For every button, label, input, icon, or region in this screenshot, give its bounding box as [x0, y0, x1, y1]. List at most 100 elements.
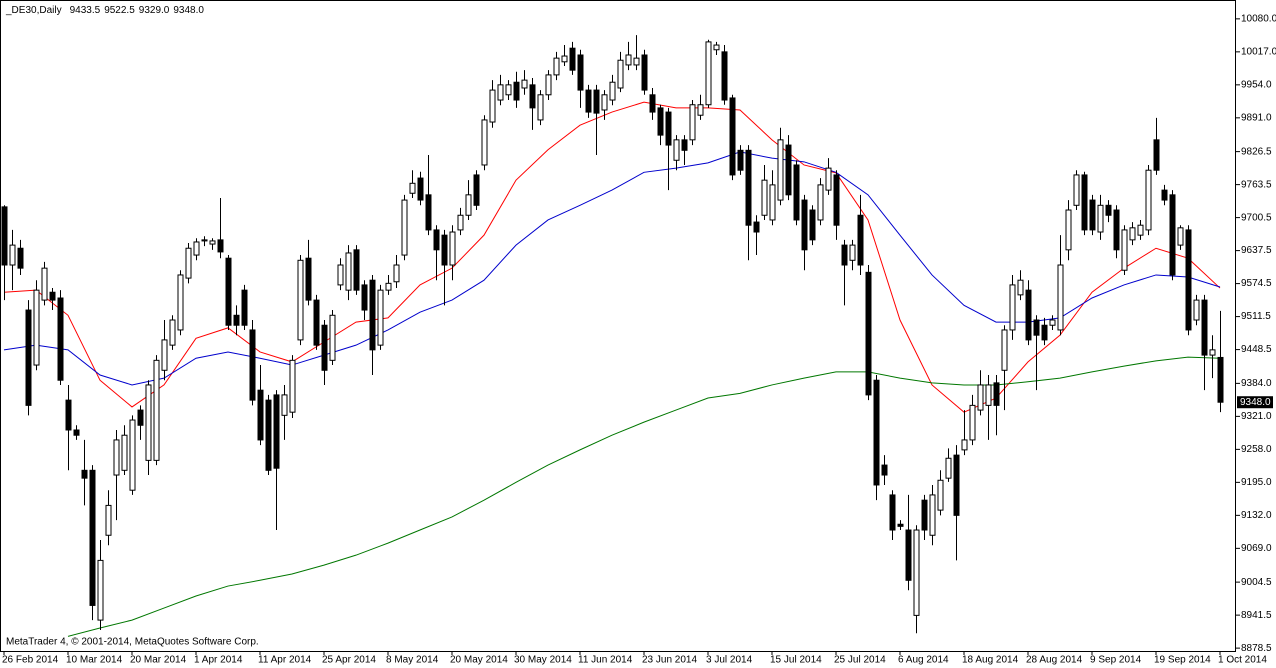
x-tick-label: 11 Jun 2014 — [578, 655, 633, 666]
candle-body — [625, 54, 632, 66]
candle-body — [17, 247, 24, 269]
y-tick-label: 9258.0 — [1241, 444, 1272, 455]
candle-body — [689, 104, 696, 141]
y-tick-label: 9004.5 — [1241, 577, 1272, 588]
x-tick-label: 1 Oct 2014 — [1218, 655, 1267, 666]
x-tick-label: 23 Jun 2014 — [642, 655, 697, 666]
candle-body — [1025, 289, 1032, 341]
x-tick-label: 15 Jul 2014 — [770, 655, 822, 666]
candle-body — [105, 504, 112, 536]
candle-body — [521, 79, 528, 89]
candle-body — [721, 51, 728, 101]
candle-body — [937, 479, 944, 511]
candle-body — [1145, 169, 1152, 231]
candle-body — [153, 359, 160, 461]
moving-average — [3, 151, 1221, 386]
x-tick-label: 20 May 2014 — [450, 655, 508, 666]
candle-body — [265, 399, 272, 471]
candle-body — [697, 104, 704, 116]
candle-body — [1161, 189, 1168, 201]
candle-body — [41, 267, 48, 301]
candle-body — [1065, 209, 1072, 251]
x-tick-label: 28 Aug 2014 — [1026, 655, 1083, 666]
candle-body — [1081, 174, 1088, 231]
candle-body — [897, 523, 904, 527]
x-tick-label: 19 Sep 2014 — [1154, 655, 1211, 666]
candle-body — [1, 206, 8, 266]
candle-body — [737, 149, 744, 171]
candle-body — [745, 149, 752, 226]
candle-body — [505, 84, 512, 96]
candle-body — [825, 167, 832, 191]
candle-body — [761, 179, 768, 216]
candle-body — [881, 464, 888, 476]
candle-body — [817, 184, 824, 221]
y-tick-label: 9448.5 — [1241, 344, 1272, 355]
candle-body — [1153, 139, 1160, 171]
candle-body — [649, 94, 656, 113]
x-tick-label: 6 Aug 2014 — [898, 655, 949, 666]
candle-body — [945, 457, 952, 479]
y-tick-label: 9069.0 — [1241, 543, 1272, 554]
candle-body — [1137, 224, 1144, 236]
candle-body — [289, 359, 296, 413]
candle-body — [257, 389, 264, 441]
candle-body — [25, 309, 32, 406]
footer: MetaTrader 4, © 2001-2014, MetaQuotes So… — [6, 637, 259, 648]
candle-body — [417, 177, 424, 201]
symbol: _DE30,Daily — [5, 5, 62, 16]
candle-body — [657, 107, 664, 136]
candle-body — [145, 384, 152, 461]
candle-body — [81, 469, 88, 479]
y-tick-label: 8878.5 — [1241, 643, 1272, 654]
candle-body — [1073, 174, 1080, 206]
candle-body — [1185, 229, 1192, 331]
candle-body — [977, 384, 984, 411]
candle-body — [961, 439, 968, 451]
candle-body — [489, 89, 496, 123]
candle-body — [49, 291, 56, 301]
last-price-label: 9348.0 — [1240, 397, 1271, 408]
candle-body — [1121, 229, 1128, 271]
candle-body — [601, 94, 608, 111]
candle-body — [513, 81, 520, 101]
candle-body — [673, 139, 680, 161]
candle-body — [857, 214, 864, 266]
candle-body — [337, 264, 344, 286]
candle-body — [169, 319, 176, 346]
x-tick-label: 20 Mar 2014 — [130, 655, 187, 666]
candle-body — [1201, 299, 1208, 356]
candle-body — [641, 54, 648, 91]
candle-body — [905, 529, 912, 581]
last-price-box — [1237, 396, 1273, 409]
candle-body — [1089, 199, 1096, 231]
candle-body — [1209, 349, 1216, 356]
candle-body — [1169, 194, 1176, 276]
candle-body — [713, 44, 720, 51]
candle-body — [305, 257, 312, 301]
candle-body — [441, 234, 448, 266]
x-tick-label: 26 Feb 2014 — [2, 655, 59, 666]
candle-body — [185, 247, 192, 279]
candle-body — [577, 54, 584, 91]
y-tick-label: 9132.0 — [1241, 510, 1272, 521]
x-tick-label: 10 Mar 2014 — [66, 655, 123, 666]
candle-body — [217, 239, 224, 253]
candle-body — [633, 57, 640, 66]
ohlc-info: 9329.0 — [139, 5, 170, 16]
candle-body — [609, 81, 616, 101]
x-tick-label: 25 Jul 2014 — [834, 655, 886, 666]
candle-body — [1041, 324, 1048, 341]
y-tick-label: 9511.5 — [1241, 311, 1271, 322]
candle-body — [449, 231, 456, 266]
candle-body — [457, 214, 464, 231]
y-tick-label: 9826.5 — [1241, 146, 1272, 157]
candle-body — [209, 240, 216, 245]
candle-body — [537, 94, 544, 121]
candle-body — [313, 299, 320, 346]
x-tick-label: 3 Jul 2014 — [706, 655, 753, 666]
candle-body — [985, 384, 992, 406]
candle-body — [561, 55, 568, 63]
candle-body — [969, 404, 976, 441]
